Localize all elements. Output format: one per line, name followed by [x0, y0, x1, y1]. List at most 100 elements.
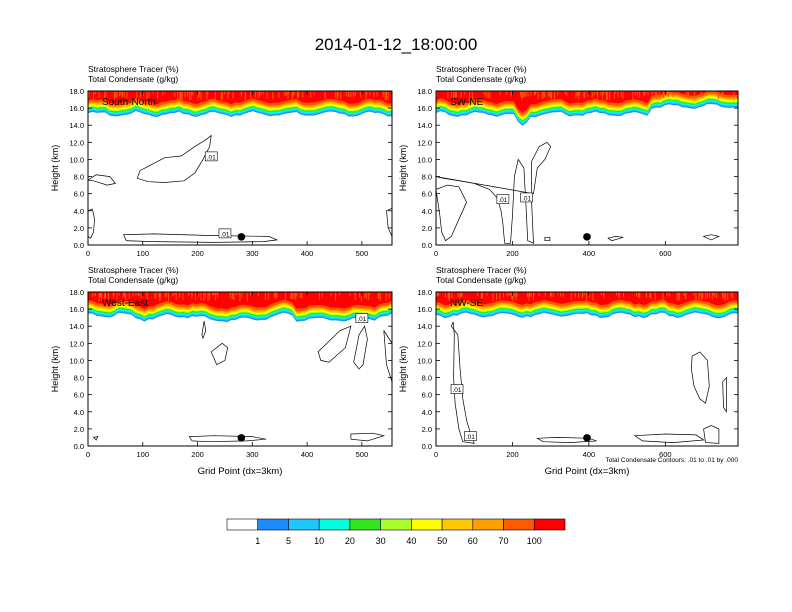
colorbar-label: 10 [314, 536, 324, 546]
condensate-contour [450, 321, 475, 444]
condensate-contour [88, 208, 95, 239]
y-tick-label: 12.0 [69, 339, 84, 348]
colorbar-label: 1 [255, 536, 260, 546]
colorbar-swatch [472, 518, 504, 531]
condensate-contour [92, 436, 99, 441]
x-tick-label: 0 [434, 249, 438, 258]
plot-frame [435, 291, 739, 447]
condensate-contour [702, 234, 721, 241]
x-axis-label: Grid Point (dx=3km) [545, 466, 630, 477]
x-tick-label: 600 [659, 249, 672, 258]
y-axis-label: Height (km) [50, 145, 60, 192]
y-axis-label: Height (km) [398, 346, 408, 393]
panel-label: SW-NE [450, 97, 483, 108]
colorbar-label: 30 [376, 536, 386, 546]
y-tick-label: 18.0 [69, 87, 84, 96]
plot-frame [87, 90, 393, 246]
condensate-contour [691, 351, 710, 404]
contour-label: .01 [357, 316, 366, 323]
x-tick-label: 300 [246, 249, 259, 258]
colorbar-swatch [441, 518, 474, 531]
colorbar-label: 50 [437, 536, 447, 546]
condensate-contour [383, 330, 392, 382]
colorbar-label: 40 [406, 536, 416, 546]
condensate-contour [201, 321, 207, 340]
condensate-contour [436, 141, 552, 244]
y-tick-label: 6.0 [74, 391, 84, 400]
y-tick-label: 10.0 [69, 356, 84, 365]
condensate-contour [353, 325, 368, 370]
y-tick-label: 16.0 [69, 305, 84, 314]
y-tick-label: 14.0 [69, 322, 84, 331]
contour-label-box [496, 194, 510, 204]
contour-label: .01 [453, 387, 462, 394]
y-tick-label: 8.0 [74, 374, 84, 383]
plot-background [436, 91, 738, 245]
colorbar-swatch [318, 518, 351, 531]
y-tick-label: 4.0 [74, 207, 84, 216]
y-tick-label: 8.0 [422, 374, 432, 383]
contour-label: .01 [220, 231, 229, 238]
location-marker [237, 434, 246, 442]
panel-south-north: Stratosphere Tracer (%)Total Condensate … [50, 64, 393, 258]
y-tick-label: 14.0 [417, 121, 432, 130]
y-tick-label: 2.0 [422, 224, 432, 233]
colorbar-swatch [411, 518, 443, 531]
y-tick-label: 14.0 [417, 322, 432, 331]
colorbar-label: 70 [499, 536, 509, 546]
y-tick-label: 2.0 [74, 224, 84, 233]
y-tick-label: 6.0 [74, 190, 84, 199]
condensate-contour [123, 233, 279, 243]
x-tick-label: 400 [583, 249, 596, 258]
x-tick-label: 100 [137, 249, 150, 258]
condensate-contour [607, 236, 624, 242]
tracer-label: Stratosphere Tracer (%) [88, 265, 179, 275]
panel-label: West-East [102, 298, 148, 309]
y-tick-label: 10.0 [69, 155, 84, 164]
colorbar: 1 5 10 20 30 40 50 60 70 100 [226, 518, 566, 546]
condensate-label: Total Condensate (g/kg) [436, 74, 526, 84]
plot-frame [435, 90, 739, 246]
colorbar-label: 5 [286, 536, 291, 546]
condensate-contour [350, 432, 386, 442]
panel-label: South-North [102, 97, 156, 108]
contour-label-box [355, 313, 369, 323]
x-tick-label: 300 [246, 450, 259, 459]
y-tick-label: 6.0 [422, 190, 432, 199]
y-tick-label: 10.0 [417, 356, 432, 365]
y-tick-label: 8.0 [422, 173, 432, 182]
colorbar-label: 60 [468, 536, 478, 546]
y-tick-label: 14.0 [69, 121, 84, 130]
panel-label: NW-SE [450, 298, 483, 309]
condensate-contour [136, 134, 212, 183]
tracer-band-max [436, 91, 738, 113]
y-tick-label: 10.0 [417, 155, 432, 164]
plot-area: .01 .01 [436, 292, 738, 446]
x-tick-label: 100 [137, 450, 150, 459]
y-tick-label: 18.0 [417, 288, 432, 297]
y-tick-label: 6.0 [422, 391, 432, 400]
tracer-label: Stratosphere Tracer (%) [436, 64, 527, 74]
condensate-contour [88, 174, 117, 186]
condensate-label: Total Condensate (g/kg) [88, 74, 178, 84]
y-tick-label: 12.0 [417, 138, 432, 147]
x-axis-label: Grid Point (dx=3km) [198, 466, 283, 477]
plot-area: .01 [88, 292, 392, 446]
x-tick-label: 500 [356, 249, 369, 258]
y-tick-label: 0.0 [422, 241, 432, 250]
condensate-contour [633, 433, 705, 443]
colorbar-swatch [226, 518, 259, 531]
x-tick-label: 200 [506, 249, 519, 258]
contour-label-box [464, 431, 477, 441]
x-tick-label: 200 [191, 249, 204, 258]
colorbar-label: 100 [527, 536, 542, 546]
condensate-contour [188, 435, 267, 443]
y-axis-label: Height (km) [50, 346, 60, 393]
y-tick-label: 16.0 [417, 305, 432, 314]
plot-area: .01 .01 [88, 91, 392, 245]
condensate-contour [317, 325, 352, 363]
contour-label: .01 [466, 434, 475, 441]
x-tick-label: 200 [191, 450, 204, 459]
condensate-label: Total Condensate (g/kg) [436, 275, 526, 285]
